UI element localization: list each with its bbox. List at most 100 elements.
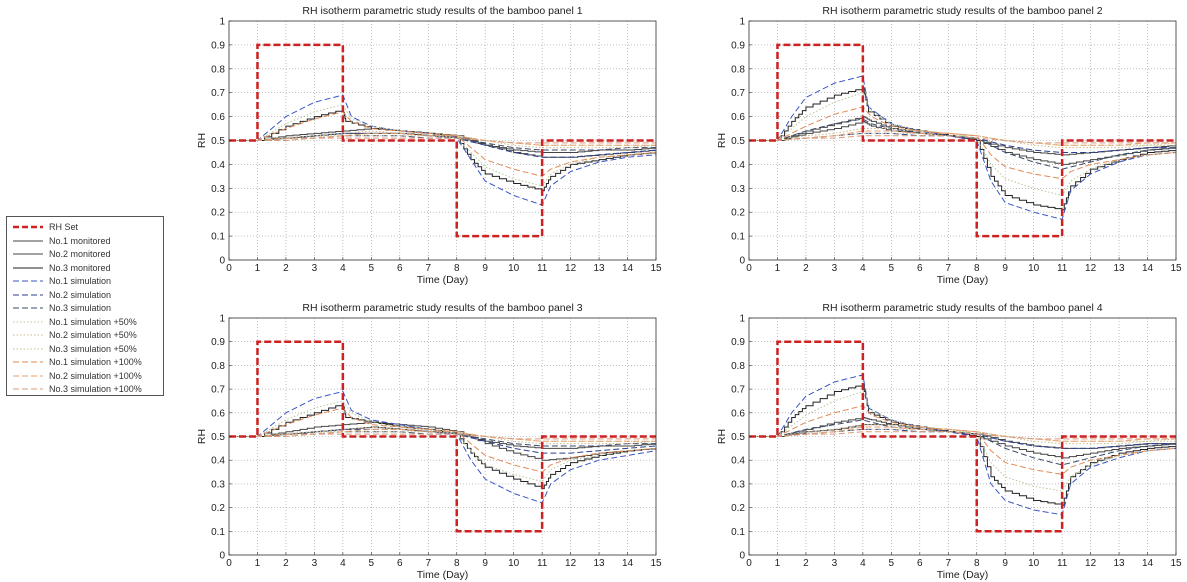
x-tick-label: 5	[889, 558, 895, 569]
x-tick-label: 12	[565, 558, 577, 569]
x-tick-label: 3	[312, 558, 318, 569]
x-tick-label: 8	[454, 263, 460, 274]
x-tick-label: 5	[889, 263, 895, 274]
legend-item: RH Set	[7, 221, 163, 233]
y-tick-label: 0.2	[211, 503, 225, 514]
series-line-no-3-monitored	[229, 402, 657, 490]
legend-swatch	[13, 348, 43, 349]
y-tick-label: 0.6	[731, 408, 745, 419]
legend-label: No.1 monitored	[49, 235, 111, 246]
x-tick-label: 7	[425, 558, 431, 569]
y-tick-label: 0.8	[211, 361, 225, 372]
chart-title: RH isotherm parametric study results of …	[302, 5, 582, 17]
x-tick-label: 11	[1057, 558, 1068, 569]
legend-item: No.1 simulation +50%	[7, 316, 163, 328]
x-tick-label: 12	[1085, 558, 1097, 569]
x-tick-label: 8	[974, 558, 980, 569]
x-tick-label: 4	[340, 558, 346, 569]
x-tick-label: 6	[917, 558, 923, 569]
x-tick-label: 11	[537, 263, 548, 274]
y-tick-label: 1	[219, 17, 225, 28]
y-tick-label: 0.7	[731, 385, 745, 396]
series-line-no-3-simulation-50	[229, 431, 656, 442]
series-line-no-3-simulation-100	[749, 135, 1176, 144]
series-line-no-2-simulation-100	[229, 428, 656, 442]
x-tick-label: 13	[1114, 558, 1126, 569]
x-tick-label: 3	[832, 263, 838, 274]
chart-panel-1: 0 1 2 3 4 5 6 7 8 9 10 11 12 13 14 1500.10.20.30.40.50.…	[196, 5, 662, 286]
legend-swatch	[13, 321, 43, 322]
x-tick-label: 2	[803, 558, 809, 569]
y-tick-label: 0.6	[731, 112, 745, 123]
chart-panel-2: 0 1 2 3 4 5 6 7 8 9 10 11 12 13 14 1500.10.20.30.40.50.…	[716, 5, 1182, 286]
chart-panel-3: 0 1 2 3 4 5 6 7 8 9 10 11 12 13 14 1500.10.20.30.40.50.…	[196, 302, 662, 581]
y-tick-label: 0.2	[211, 208, 225, 219]
x-tick-label: 1	[255, 263, 261, 274]
y-tick-label: 0.3	[211, 479, 225, 490]
legend-label: No.2 simulation +100%	[49, 370, 142, 381]
x-tick-label: 12	[1085, 263, 1097, 274]
y-tick-label: 0.5	[211, 432, 225, 443]
y-tick-label: 0.4	[211, 160, 225, 171]
x-tick-label: 14	[1142, 558, 1154, 569]
x-axis-label: Time (Day)	[937, 569, 989, 581]
legend-swatch	[13, 307, 43, 309]
y-tick-label: 0.8	[731, 64, 745, 75]
legend-swatch	[13, 267, 43, 268]
legend-label: No.3 simulation	[49, 303, 112, 313]
y-tick-label: 0	[219, 551, 225, 562]
legend-item: No.3 monitored	[7, 262, 163, 274]
series-line-no-3-simulation-50	[749, 428, 1177, 442]
legend-label: No.1 simulation +100%	[49, 357, 142, 367]
y-tick-label: 0	[739, 256, 745, 267]
chart-title: RH isotherm parametric study results of …	[302, 302, 582, 314]
series-line-rh-set	[229, 43, 656, 238]
y-tick-label: 0.5	[731, 432, 745, 443]
y-tick-label: 0.8	[731, 361, 745, 372]
y-tick-label: 0.7	[731, 88, 745, 99]
x-tick-label: 2	[283, 263, 289, 274]
x-tick-label: 1	[255, 558, 261, 569]
x-tick-label: 1	[775, 558, 781, 569]
y-tick-label: 0.9	[211, 40, 225, 51]
y-tick-label: 0.4	[731, 456, 745, 467]
x-tick-label: 0	[226, 558, 232, 569]
y-tick-label: 0.7	[211, 385, 225, 396]
chart-title: RH isotherm parametric study results of …	[822, 5, 1102, 17]
legend-swatch	[13, 280, 43, 282]
series-line-no-1-simulation	[749, 75, 1177, 220]
y-tick-label: 0	[739, 551, 745, 562]
y-tick-label: 0.1	[731, 527, 745, 538]
x-tick-label: 9	[1002, 263, 1008, 274]
y-tick-label: 1	[739, 314, 745, 325]
y-tick-label: 0.9	[731, 337, 745, 348]
legend-label: No.2 monitored	[49, 249, 111, 259]
series-line-no-3-simulation-100	[229, 433, 656, 440]
series-line-no-3-simulation	[749, 118, 1177, 170]
y-tick-label: 0.1	[731, 232, 745, 243]
chart-title: RH isotherm parametric study results of …	[822, 302, 1102, 314]
x-tick-label: 11	[537, 558, 548, 569]
x-tick-label: 1	[775, 263, 781, 274]
y-tick-label: 0.8	[211, 64, 225, 75]
series-line-no-1-simulation	[229, 94, 657, 206]
y-tick-label: 0.1	[211, 527, 225, 538]
x-tick-label: 9	[482, 558, 488, 569]
chart-panel-4: 0 1 2 3 4 5 6 7 8 9 10 11 12 13 14 1500.10.20.30.40.50.…	[716, 302, 1182, 581]
legend-label: No.3 simulation +100%	[49, 384, 142, 394]
legend-item: No.3 simulation +50%	[7, 343, 163, 355]
y-tick-label: 0.3	[731, 184, 745, 195]
y-tick-label: 0.3	[731, 479, 745, 490]
legend-swatch	[13, 388, 43, 390]
x-tick-label: 13	[1114, 263, 1126, 274]
y-axis-label: RH	[196, 429, 208, 444]
y-tick-label: 1	[739, 17, 745, 28]
y-tick-label: 0.1	[211, 232, 225, 243]
x-tick-label: 8	[974, 263, 980, 274]
y-tick-label: 0.2	[731, 503, 745, 514]
y-tick-label: 0.9	[211, 337, 225, 348]
x-axis-label: Time (Day)	[417, 569, 469, 581]
x-tick-label: 12	[565, 263, 577, 274]
x-tick-label: 3	[312, 263, 318, 274]
legend-swatch	[13, 225, 43, 229]
